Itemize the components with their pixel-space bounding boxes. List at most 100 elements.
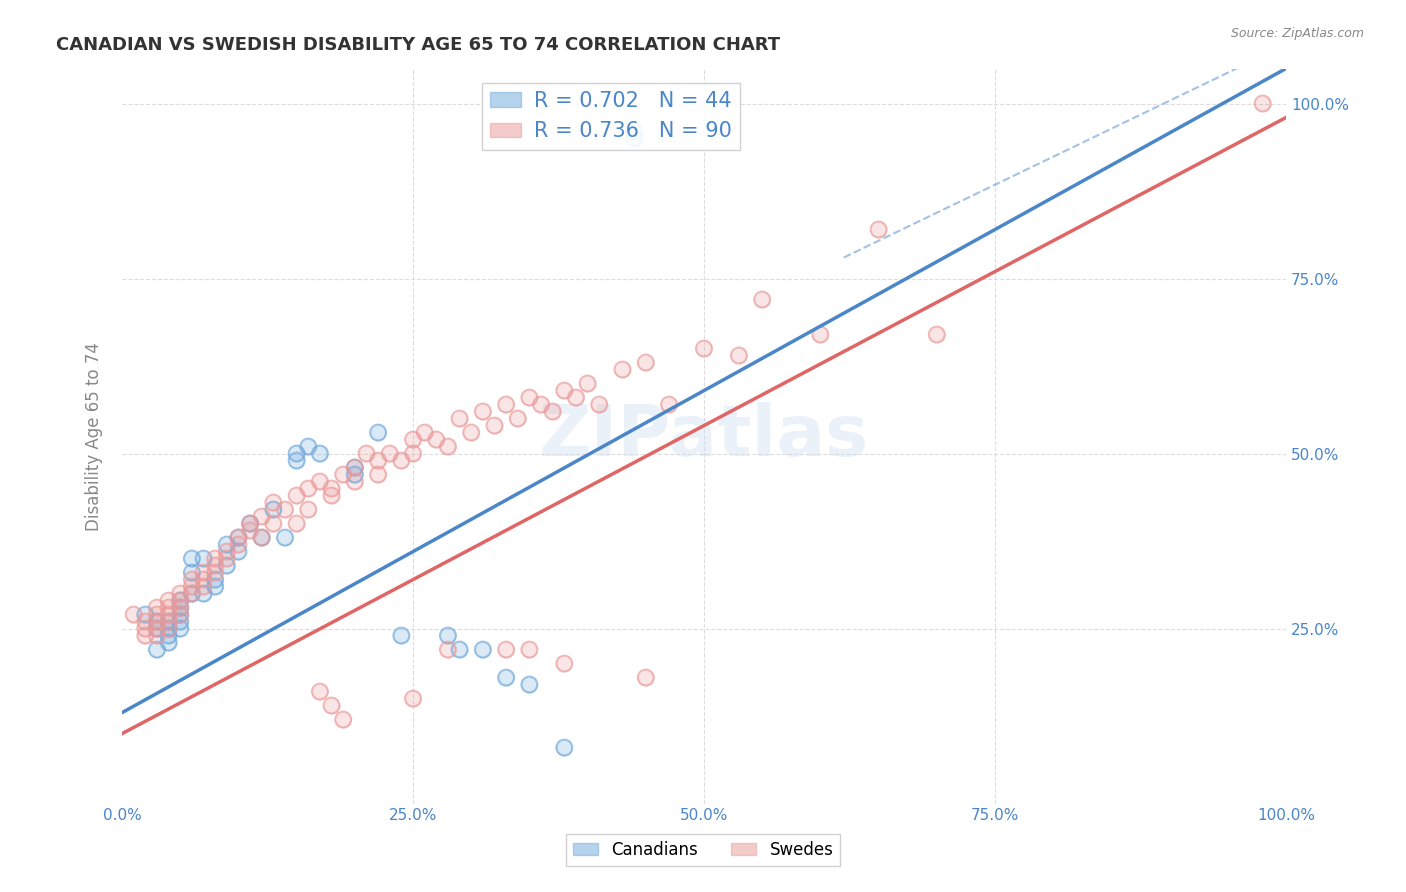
Point xyxy=(471,642,494,657)
Point xyxy=(519,677,541,691)
Point xyxy=(402,691,425,706)
Point xyxy=(169,600,191,615)
Point xyxy=(623,131,645,145)
Point xyxy=(402,433,425,447)
Point xyxy=(169,607,191,622)
Point xyxy=(169,586,191,600)
Point xyxy=(239,516,262,531)
Point xyxy=(553,657,575,671)
Point xyxy=(437,440,460,454)
Point xyxy=(321,698,343,713)
Point xyxy=(297,440,319,454)
Point xyxy=(146,622,169,636)
Point xyxy=(157,615,180,629)
Point xyxy=(285,489,308,503)
Point xyxy=(367,425,389,440)
Point xyxy=(588,398,610,412)
Point xyxy=(134,607,156,622)
Point xyxy=(157,622,180,636)
Point xyxy=(413,425,436,440)
Point xyxy=(925,327,948,342)
Point xyxy=(356,446,378,460)
Point xyxy=(634,671,657,685)
Point xyxy=(343,460,366,475)
Point xyxy=(193,573,215,587)
Point xyxy=(460,425,482,440)
Point xyxy=(425,433,447,447)
Point xyxy=(169,622,191,636)
Point xyxy=(146,629,169,643)
Point xyxy=(169,593,191,607)
Point xyxy=(215,551,238,566)
Point xyxy=(239,516,262,531)
Point xyxy=(134,622,156,636)
Point xyxy=(449,411,471,425)
Point xyxy=(146,642,169,657)
Point xyxy=(623,124,645,138)
Point xyxy=(553,657,575,671)
Point xyxy=(437,642,460,657)
Point xyxy=(519,642,541,657)
Point xyxy=(134,607,156,622)
Point xyxy=(378,446,401,460)
Point xyxy=(169,593,191,607)
Point xyxy=(471,642,494,657)
Point xyxy=(157,600,180,615)
Point xyxy=(367,453,389,467)
Point xyxy=(193,586,215,600)
Point xyxy=(193,551,215,566)
Point xyxy=(658,398,681,412)
Point xyxy=(367,467,389,482)
Legend: R = 0.702   N = 44, R = 0.736   N = 90: R = 0.702 N = 44, R = 0.736 N = 90 xyxy=(482,83,740,150)
Point xyxy=(389,629,412,643)
Point xyxy=(321,489,343,503)
Point xyxy=(169,600,191,615)
Point xyxy=(285,453,308,467)
Point xyxy=(728,349,751,363)
Point xyxy=(321,489,343,503)
Point xyxy=(157,593,180,607)
Point xyxy=(122,607,145,622)
Point xyxy=(553,384,575,398)
Point xyxy=(228,538,250,552)
Point xyxy=(332,467,354,482)
Point xyxy=(693,342,716,356)
Point xyxy=(634,355,657,369)
Point xyxy=(519,677,541,691)
Point xyxy=(228,531,250,545)
Point xyxy=(495,671,517,685)
Point xyxy=(553,384,575,398)
Point xyxy=(146,600,169,615)
Point xyxy=(169,593,191,607)
Point xyxy=(228,544,250,558)
Point xyxy=(343,460,366,475)
Point xyxy=(169,607,191,622)
Point xyxy=(925,327,948,342)
Point xyxy=(157,629,180,643)
Point xyxy=(215,544,238,558)
Point xyxy=(169,593,191,607)
Point xyxy=(204,580,226,594)
Point xyxy=(250,531,273,545)
Point xyxy=(146,642,169,657)
Point xyxy=(204,573,226,587)
Point xyxy=(519,391,541,405)
Point xyxy=(239,524,262,538)
Point xyxy=(169,615,191,629)
Point xyxy=(228,538,250,552)
Point xyxy=(402,446,425,460)
Point xyxy=(297,482,319,496)
Point xyxy=(274,531,297,545)
Point xyxy=(519,642,541,657)
Point xyxy=(193,580,215,594)
Point xyxy=(808,327,831,342)
Point xyxy=(157,607,180,622)
Point xyxy=(146,629,169,643)
Point xyxy=(146,615,169,629)
Point xyxy=(402,446,425,460)
Point xyxy=(658,398,681,412)
Point xyxy=(297,440,319,454)
Point xyxy=(1251,96,1274,111)
Point xyxy=(634,671,657,685)
Point xyxy=(530,398,553,412)
